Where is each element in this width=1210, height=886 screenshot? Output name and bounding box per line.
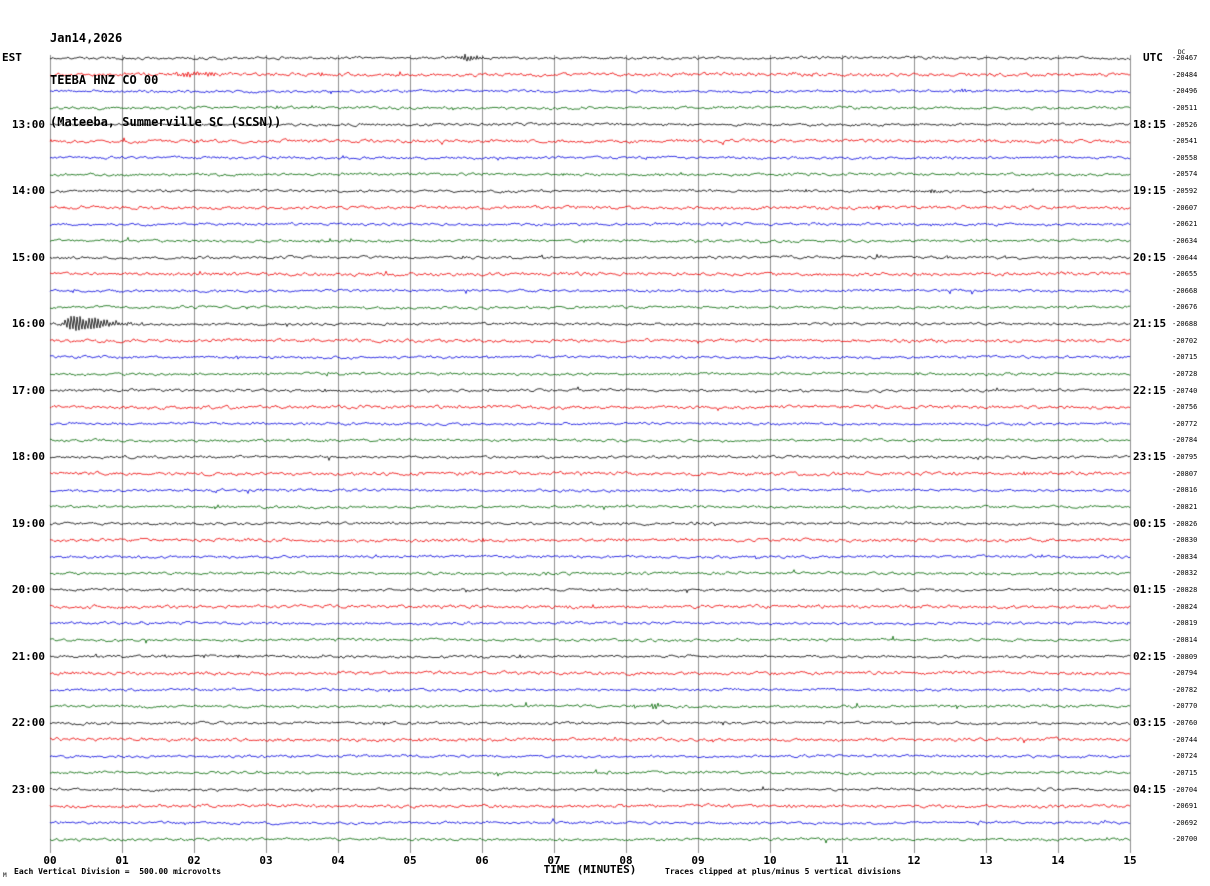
dc-offset-value: -20724 xyxy=(1172,752,1198,761)
dc-offset-value: -20828 xyxy=(1172,586,1198,594)
utc-hour-label: 04:15 xyxy=(1133,782,1167,796)
utc-hour-label: 20:15 xyxy=(1133,250,1167,264)
dc-offset-value: -20704 xyxy=(1172,785,1198,794)
dc-offset-value: -20607 xyxy=(1172,203,1198,212)
dc-offset-value: -20676 xyxy=(1172,303,1198,312)
est-hour-label: 14:00 xyxy=(11,184,45,197)
dc-offset-value: -20744 xyxy=(1172,735,1198,744)
est-hour-label: 15:00 xyxy=(11,250,45,264)
dc-offset-value: -20668 xyxy=(1172,286,1198,295)
dc-offset-value: -20467 xyxy=(1172,54,1198,62)
dc-offset-value: -20794 xyxy=(1172,669,1198,678)
x-tick-label: 11 xyxy=(835,854,849,867)
dc-offset-value: -20574 xyxy=(1172,170,1198,179)
dc-offset-value: -20558 xyxy=(1172,153,1198,162)
est-hour-label: 19:00 xyxy=(11,516,45,530)
dc-offset-value: -20496 xyxy=(1172,87,1198,96)
right-axis-header-utc: UTC xyxy=(1143,51,1163,64)
dc-offset-value: -20819 xyxy=(1172,619,1198,628)
dc-offset-value: -20795 xyxy=(1172,453,1198,461)
x-tick-label: 13 xyxy=(979,854,993,867)
title-date: Jan14,2026 xyxy=(50,31,123,45)
dc-offset-value: -20814 xyxy=(1172,635,1198,644)
dc-offset-value: -20644 xyxy=(1172,253,1198,262)
dc-offset-value: -20484 xyxy=(1172,70,1198,79)
dc-offset-value: -20688 xyxy=(1172,320,1198,328)
dc-offset-value: -20621 xyxy=(1172,220,1198,229)
dc-offset-value: -20824 xyxy=(1172,602,1198,611)
x-tick-label: 07 xyxy=(547,854,561,867)
utc-hour-label: 02:15 xyxy=(1133,649,1167,663)
x-tick-label: 03 xyxy=(259,854,273,867)
x-tick-label: 15 xyxy=(1123,854,1137,867)
dc-offset-value: -20634 xyxy=(1172,236,1198,245)
x-tick-label: 09 xyxy=(691,854,705,867)
dc-offset-value: -20834 xyxy=(1172,552,1198,561)
x-tick-label: 12 xyxy=(907,854,921,867)
title-block: Jan14,2026 TEEBA HNZ CO 00 (Mateeba, Sum… xyxy=(50,3,281,157)
dc-offset-value: -20715 xyxy=(1172,353,1198,362)
dc-offset-value: -20702 xyxy=(1172,336,1198,345)
x-tick-label: 08 xyxy=(619,854,633,867)
clip-note: Traces clipped at plus/minus 5 vertical … xyxy=(665,867,902,876)
x-axis-title: TIME (MINUTES) xyxy=(543,863,637,876)
dc-offset-value: -20784 xyxy=(1172,436,1198,445)
dc-offset-value: -20807 xyxy=(1172,469,1198,478)
dc-offset-value: -20740 xyxy=(1172,386,1198,395)
x-tick-label: 01 xyxy=(115,854,129,867)
x-tick-label: 05 xyxy=(403,854,417,867)
utc-hour-label: 21:15 xyxy=(1133,317,1167,330)
est-hour-label: 23:00 xyxy=(11,782,45,796)
utc-hour-label: 22:15 xyxy=(1133,383,1167,397)
dc-offset-value: -20821 xyxy=(1172,502,1198,511)
dc-offset-value: -20655 xyxy=(1172,270,1198,279)
dc-offset-value: -20691 xyxy=(1172,802,1198,811)
dc-offset-value: -20715 xyxy=(1172,768,1198,777)
est-hour-label: 22:00 xyxy=(11,716,45,729)
dc-offset-value: -20809 xyxy=(1172,652,1198,661)
x-tick-label: 02 xyxy=(187,854,201,867)
corner-mark: M xyxy=(3,872,7,879)
utc-hour-label: 00:15 xyxy=(1133,516,1167,530)
dc-offset-value: -20692 xyxy=(1172,818,1198,827)
dc-offset-value: -20592 xyxy=(1172,187,1198,195)
dc-offset-value: -20832 xyxy=(1172,569,1198,578)
left-axis-header-est: EST xyxy=(2,51,22,64)
dc-offset-value: -20541 xyxy=(1172,137,1198,146)
x-tick-label: 10 xyxy=(763,854,777,867)
dc-offset-value: -20772 xyxy=(1172,419,1198,428)
utc-hour-label: 19:15 xyxy=(1133,184,1167,197)
dc-offset-value: -20830 xyxy=(1172,536,1198,545)
dc-offset-value: -20770 xyxy=(1172,702,1198,711)
dc-column-header: DC xyxy=(1178,49,1186,56)
dc-offset-value: -20756 xyxy=(1172,403,1198,412)
est-hour-label: 21:00 xyxy=(11,649,45,663)
dc-offset-value: -20760 xyxy=(1172,719,1198,727)
dc-offset-value: -20526 xyxy=(1172,120,1198,129)
dc-offset-value: -20816 xyxy=(1172,486,1198,495)
dc-offset-value: -20782 xyxy=(1172,685,1198,694)
scale-note: Each Vertical Division = 500.00 microvol… xyxy=(14,867,222,876)
x-tick-label: 00 xyxy=(43,854,57,867)
dc-offset-value: -20728 xyxy=(1172,369,1198,378)
title-station: TEEBA HNZ CO 00 xyxy=(50,73,159,87)
x-tick-label: 14 xyxy=(1051,854,1065,867)
dc-offset-value: -20700 xyxy=(1172,835,1198,844)
est-hour-label: 16:00 xyxy=(11,317,45,330)
x-tick-label: 04 xyxy=(331,854,345,867)
dc-offset-value: -20826 xyxy=(1172,519,1198,528)
utc-hour-label: 03:15 xyxy=(1133,716,1167,729)
title-location: (Mateeba, Summerville SC (SCSN)) xyxy=(50,115,282,129)
est-hour-label: 20:00 xyxy=(11,583,45,596)
utc-hour-label: 18:15 xyxy=(1133,117,1167,131)
dc-offset-value: -20511 xyxy=(1172,103,1198,112)
est-hour-label: 17:00 xyxy=(11,383,45,397)
x-tick-label: 06 xyxy=(475,854,489,867)
utc-hour-label: 01:15 xyxy=(1133,583,1167,596)
est-hour-label: 18:00 xyxy=(11,450,45,463)
est-hour-label: 13:00 xyxy=(11,117,45,131)
utc-hour-label: 23:15 xyxy=(1133,450,1167,463)
